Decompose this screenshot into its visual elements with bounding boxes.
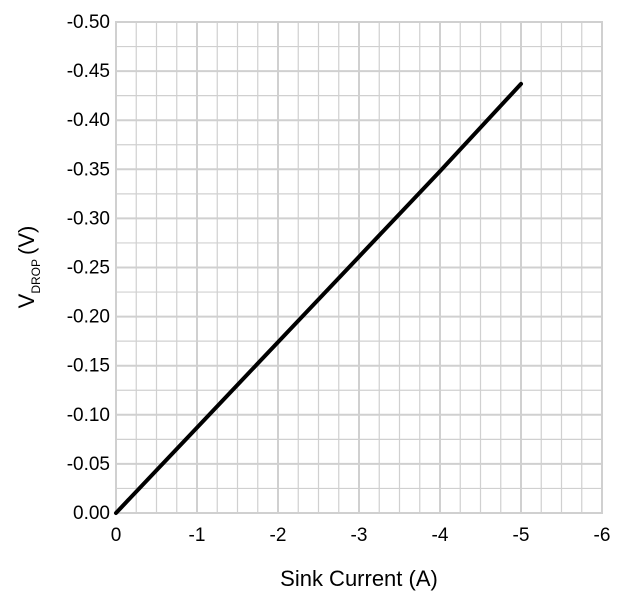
- x-axis-title: Sink Current (A): [280, 566, 438, 591]
- y-tick-label: 0.00: [73, 503, 110, 524]
- x-tick-label: 0: [111, 525, 122, 546]
- y-axis-title: VDROP (V): [14, 226, 43, 309]
- series-layer: [114, 81, 523, 515]
- y-tick-label: -0.25: [67, 258, 110, 279]
- y-axis-title-unit: (V): [14, 226, 39, 255]
- y-axis-title-main: V: [14, 293, 39, 308]
- x-tick-labels: 0 -1 -2 -3 -4 -5 -6: [111, 525, 611, 546]
- x-tick-label: -6: [594, 525, 611, 546]
- series-line: [114, 81, 523, 515]
- plot-border: [115, 21, 603, 514]
- y-tick-label: -0.50: [67, 12, 110, 33]
- x-tick-label: -1: [189, 525, 206, 546]
- y-tick-label: -0.05: [67, 454, 110, 475]
- y-axis-title-subscript: DROP: [29, 259, 43, 294]
- y-tick-label: -0.40: [67, 110, 110, 131]
- y-tick-labels: 0.00 -0.05 -0.10 -0.15 -0.20 -0.25 -0.30 -0.35 -…: [67, 12, 110, 524]
- y-tick-label: -0.20: [67, 307, 110, 328]
- y-tick-label: -0.15: [67, 356, 110, 377]
- x-tick-label: -5: [513, 525, 530, 546]
- x-tick-label: -3: [351, 525, 368, 546]
- x-tick-label: -2: [270, 525, 287, 546]
- y-tick-label: -0.35: [67, 159, 110, 180]
- y-tick-label: -0.30: [67, 208, 110, 229]
- x-tick-label: -4: [432, 525, 449, 546]
- y-tick-label: -0.10: [67, 405, 110, 426]
- y-tick-label: -0.45: [67, 61, 110, 82]
